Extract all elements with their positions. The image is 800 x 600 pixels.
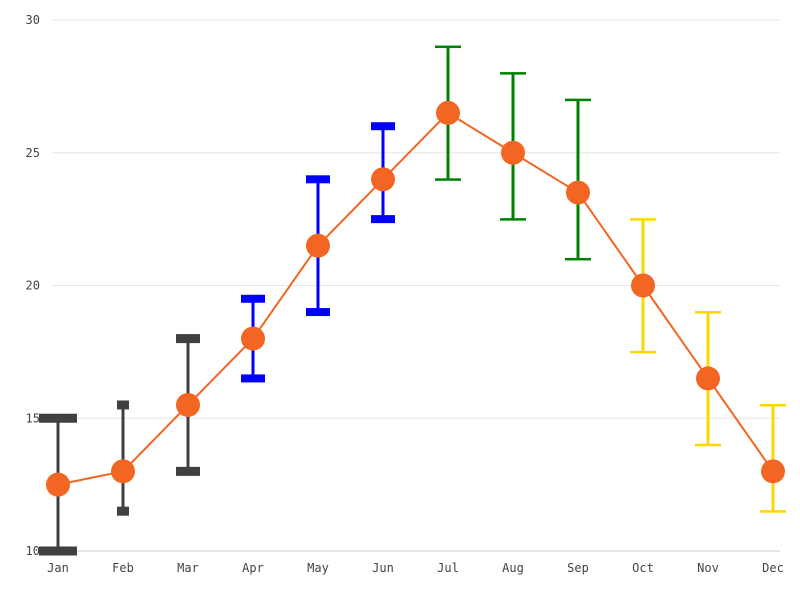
series-line bbox=[57, 111, 774, 486]
data-point bbox=[306, 233, 330, 258]
error-bar-cap bbox=[39, 413, 77, 423]
x-tick-label: Nov bbox=[697, 561, 719, 575]
data-point bbox=[436, 100, 460, 125]
error-bar-cap bbox=[371, 122, 395, 131]
y-tick-label: 30 bbox=[26, 13, 40, 27]
x-tick-label: May bbox=[307, 561, 329, 575]
error-bar-cap bbox=[500, 72, 526, 75]
error-bar-cap bbox=[630, 350, 656, 354]
error-bar-cap bbox=[39, 546, 77, 556]
error-bar-cap bbox=[371, 215, 395, 224]
x-tick-label: Apr bbox=[242, 561, 264, 575]
error-bar-cap bbox=[695, 443, 721, 447]
x-tick-label: Dec bbox=[762, 561, 784, 575]
y-tick-label: 20 bbox=[26, 279, 40, 293]
x-tick-label: Mar bbox=[177, 561, 199, 575]
x-tick-label: Sep bbox=[567, 561, 589, 575]
error-bars bbox=[39, 45, 786, 556]
error-bar-cap bbox=[695, 311, 721, 314]
axes: 10 15 20 25 30 Jan Feb Mar Apr May Jun Jul Aug Sep Oct… bbox=[26, 13, 784, 575]
data-points bbox=[46, 100, 785, 497]
error-bar-cap bbox=[241, 374, 265, 383]
x-tick-label: Jul bbox=[437, 561, 459, 575]
error-bar-cap bbox=[176, 334, 200, 344]
error-bar-cap bbox=[435, 178, 461, 181]
data-point bbox=[371, 167, 395, 192]
y-tick-label: 25 bbox=[26, 146, 40, 160]
data-point bbox=[631, 273, 655, 298]
error-bar-cap bbox=[241, 294, 265, 303]
data-point bbox=[566, 180, 590, 205]
error-bar-cap bbox=[565, 98, 591, 102]
error-bar-cap bbox=[306, 175, 330, 184]
y-tick-label: 15 bbox=[26, 411, 40, 425]
series-line-group bbox=[57, 111, 774, 486]
error-bar-cap bbox=[306, 308, 330, 317]
x-tick-label: Feb bbox=[112, 561, 134, 575]
x-tick-label: Jan bbox=[47, 561, 69, 575]
x-tick-label: Jun bbox=[372, 561, 394, 575]
error-bar-cap bbox=[760, 510, 786, 513]
error-bar-cap bbox=[500, 218, 526, 221]
error-bar-cap bbox=[630, 218, 656, 221]
error-bar-cap bbox=[760, 403, 786, 407]
error-bar-cap bbox=[565, 257, 591, 261]
error-bar-cap bbox=[435, 45, 461, 49]
error-bar-cap bbox=[117, 506, 129, 516]
x-tick-label: Oct bbox=[632, 561, 654, 575]
data-point bbox=[696, 366, 720, 391]
data-point bbox=[761, 459, 785, 484]
data-point bbox=[176, 392, 200, 417]
grid bbox=[52, 19, 780, 552]
error-bar-cap bbox=[176, 466, 200, 476]
x-tick-label: Aug bbox=[502, 561, 524, 575]
y-tick-label: 10 bbox=[26, 544, 40, 558]
data-point bbox=[46, 472, 70, 497]
data-point bbox=[111, 459, 135, 484]
data-point bbox=[241, 326, 265, 351]
error-bar-cap bbox=[117, 400, 129, 410]
data-point bbox=[501, 140, 525, 165]
